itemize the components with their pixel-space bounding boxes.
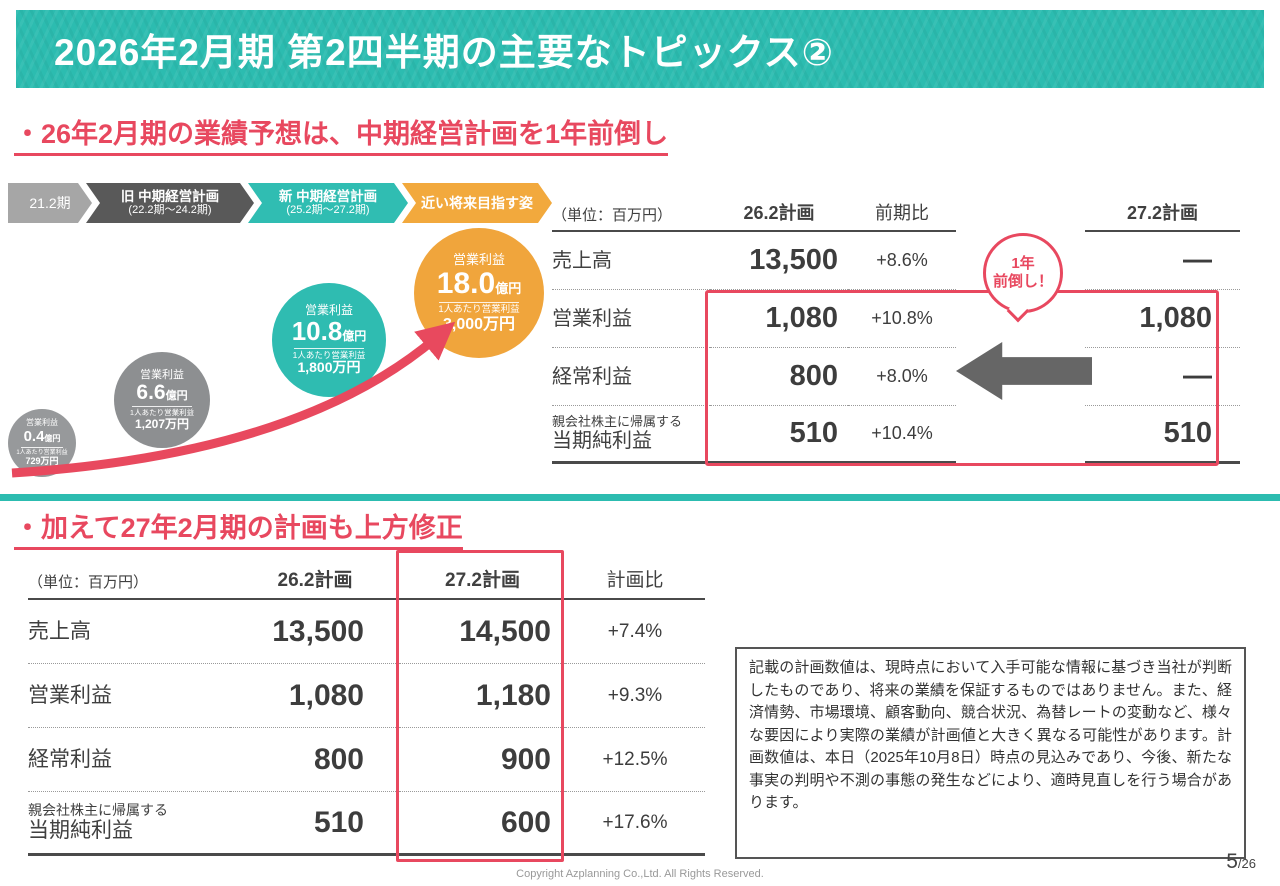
table-header-row: （単位：百万円） 26.2計画 前期比 27.2計画	[552, 198, 1240, 232]
timeline-phase-21: 21.2期	[8, 183, 92, 223]
pull-forward-callout: 1年 前倒し！	[983, 233, 1063, 313]
bubble-divider	[20, 447, 64, 449]
section2-heading: ・加えて27年2月期の計画も上方修正	[14, 506, 463, 550]
profit-bubble-fy21: 営業利益 0.4億円 1人あたり営業利益 729万円	[8, 409, 76, 477]
table-row: 経常利益 800 900 +12.5%	[28, 728, 705, 792]
fy27-revision-table: （単位：百万円） 26.2計画 27.2計画 計画比 売上高 13,500 14…	[28, 550, 705, 862]
copyright-text: Copyright Azplanning Co.,Ltd. All Rights…	[516, 868, 764, 880]
page-title: 2026年2月期 第2四半期の主要なトピックス②	[54, 32, 834, 73]
col-header-ratio: 計画比	[565, 558, 705, 600]
table-row: 営業利益 1,080 1,180 +9.3%	[28, 664, 705, 728]
bubble-divider	[438, 302, 520, 304]
table-row: 経常利益 800 +8.0% ―	[552, 348, 1240, 406]
timeline-phase-future: 近い将来目指す姿	[402, 183, 552, 223]
col-header-yoy: 前期比	[848, 198, 956, 232]
table-row: 売上高 13,500 +8.6% ―	[552, 232, 1240, 290]
header-gap	[956, 198, 1085, 232]
table-header-row: （単位：百万円） 26.2計画 27.2計画 計画比	[28, 558, 705, 600]
col-header-26plan: 26.2計画	[710, 198, 848, 232]
table-row: 売上高 13,500 14,500 +7.4%	[28, 600, 705, 664]
timeline-phase-old-plan: 旧 中期経営計画 (22.2期～24.2期)	[86, 183, 254, 223]
section-divider	[0, 494, 1280, 501]
disclaimer-text: 記載の計画数値は、現時点において入手可能な情報に基づき当社が判断したものであり、…	[749, 659, 1232, 811]
title-bar: 2026年2月期 第2四半期の主要なトピックス②	[16, 10, 1264, 88]
profit-bubble-fy24: 営業利益 6.6億円 1人あたり営業利益 1,207万円	[114, 352, 210, 448]
timeline-phase-new-plan: 新 中期経営計画 (25.2期～27.2期)	[248, 183, 408, 223]
col-header-27plan: 27.2計画	[400, 558, 565, 600]
growth-diagram: 21.2期 旧 中期経営計画 (22.2期～24.2期) 新 中期経営計画 (2…	[8, 183, 553, 483]
profit-bubble-future: 営業利益 18.0億円 1人あたり営業利益 3,000万円	[414, 228, 544, 358]
fy26-plan-table: （単位：百万円） 26.2計画 前期比 27.2計画 売上高 13,500 +8…	[552, 198, 1240, 466]
table-row: 親会社株主に帰属する 当期純利益 510 600 +17.6%	[28, 792, 705, 856]
page-number: 5/26	[1226, 850, 1256, 873]
col-header-26plan: 26.2計画	[230, 558, 400, 600]
table-row: 営業利益 1,080 +10.8% 1,080	[552, 290, 1240, 348]
bubble-divider	[293, 348, 365, 350]
table-row: 親会社株主に帰属する 当期純利益 510 +10.4% 510	[552, 406, 1240, 464]
unit-note: （単位：百万円）	[28, 558, 230, 600]
disclaimer-box: 記載の計画数値は、現時点において入手可能な情報に基づき当社が判断したものであり、…	[735, 647, 1246, 859]
section1-heading: ・26年2月期の業績予想は、中期経営計画を1年前倒し	[14, 112, 669, 156]
unit-note: （単位：百万円）	[552, 198, 710, 232]
col-header-27plan: 27.2計画	[1085, 198, 1240, 232]
profit-bubble-fy27: 営業利益 10.8億円 1人あたり営業利益 1,800万円	[272, 283, 386, 397]
